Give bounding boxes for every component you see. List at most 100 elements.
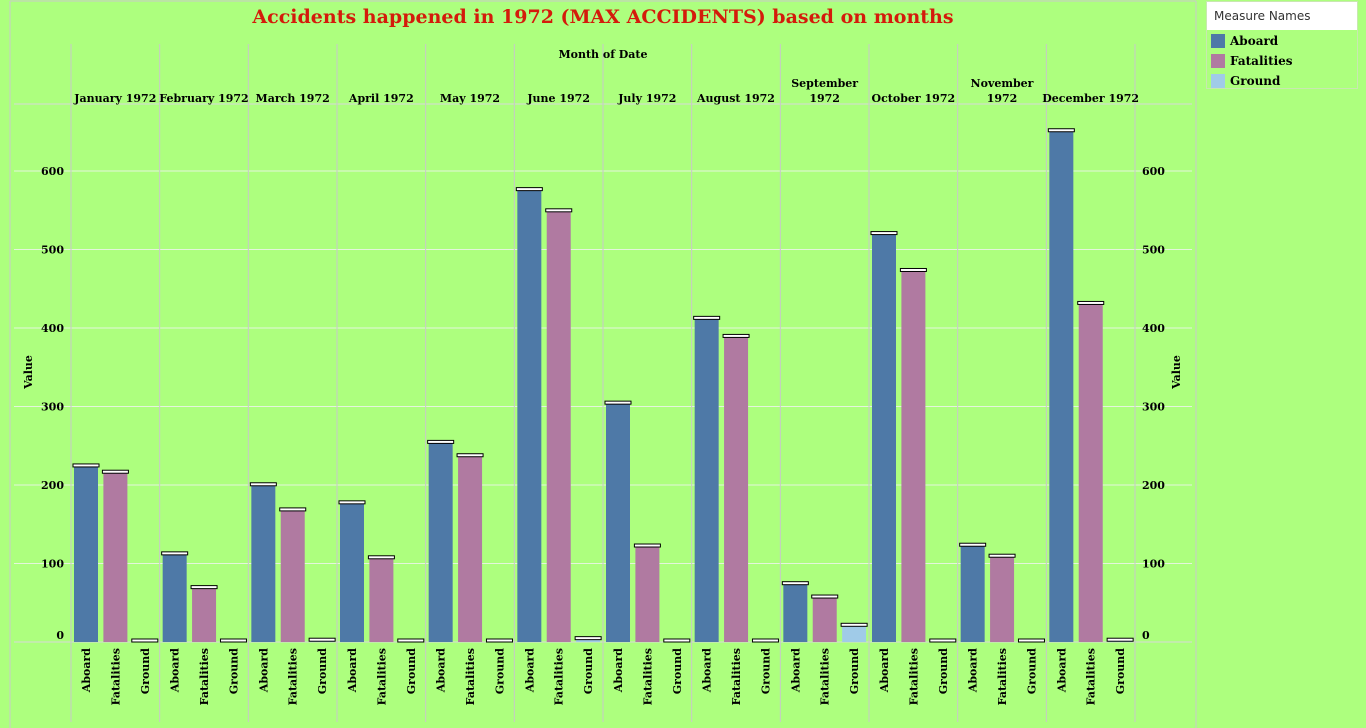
bar-fatalities bbox=[1078, 304, 1103, 642]
y-tick-label-left: 0 bbox=[56, 629, 64, 642]
measure-label: Aboard bbox=[967, 648, 980, 693]
measure-label: Ground bbox=[759, 648, 772, 695]
bar-cap-aboard bbox=[427, 439, 455, 444]
measure-label: Fatalities bbox=[819, 648, 832, 705]
bar-fatalities bbox=[280, 510, 305, 642]
measure-label: Fatalities bbox=[198, 648, 211, 705]
column-header: Month of Date bbox=[558, 48, 647, 61]
measure-label: Fatalities bbox=[641, 648, 654, 705]
month-label: April 1972 bbox=[348, 92, 414, 105]
bar-aboard bbox=[428, 443, 453, 642]
bar-cap-aboard bbox=[693, 315, 721, 320]
bar-cap-aboard bbox=[338, 500, 366, 505]
measure-label: Aboard bbox=[701, 648, 714, 693]
bar-fatalities bbox=[369, 558, 394, 642]
bar-cap-ground bbox=[131, 638, 159, 643]
y-tick-label-right: 100 bbox=[1142, 558, 1165, 571]
chart-title: Accidents happened in 1972 (MAX ACCIDENT… bbox=[252, 6, 954, 28]
bar-aboard bbox=[74, 466, 98, 642]
bar-cap-ground bbox=[574, 636, 602, 641]
month-label: October 1972 bbox=[872, 92, 956, 105]
measure-label: Ground bbox=[227, 648, 240, 695]
measure-label: Fatalities bbox=[464, 648, 477, 705]
bar-aboard bbox=[606, 404, 630, 642]
bar-cap-aboard bbox=[781, 581, 809, 586]
bar-cap-aboard bbox=[604, 400, 632, 405]
measure-label: Fatalities bbox=[287, 648, 300, 705]
y-tick-label-right: 400 bbox=[1142, 322, 1165, 335]
bar-cap-fatalities bbox=[101, 469, 129, 474]
y-tick-label-right: 500 bbox=[1142, 244, 1165, 257]
bar-fatalities bbox=[458, 456, 483, 642]
month-label: January 1972 bbox=[73, 92, 156, 105]
bar-cap-aboard bbox=[959, 542, 987, 547]
bar-cap-aboard bbox=[870, 231, 898, 236]
measure-label: Aboard bbox=[346, 648, 359, 693]
measure-label: Ground bbox=[139, 648, 152, 695]
measure-label: Aboard bbox=[789, 648, 802, 693]
measure-label: Ground bbox=[582, 648, 595, 695]
measure-label: Aboard bbox=[523, 648, 536, 693]
bar-cap-ground bbox=[751, 638, 779, 643]
legend-swatch bbox=[1211, 54, 1225, 68]
bar-cap-fatalities bbox=[545, 208, 573, 213]
bar-fatalities bbox=[192, 588, 217, 642]
y-tick-label-right: 200 bbox=[1142, 479, 1165, 492]
bar-cap-fatalities bbox=[899, 267, 927, 272]
measure-label: Fatalities bbox=[1085, 648, 1098, 705]
legend-item-ground[interactable]: Ground bbox=[1211, 74, 1280, 92]
legend: Measure Names Aboard Fatalities Ground bbox=[1206, 1, 1358, 89]
y-tick-label-right: 600 bbox=[1142, 165, 1165, 178]
bar-cap-fatalities bbox=[279, 507, 307, 512]
month-label: March 1972 bbox=[256, 92, 330, 105]
y-tick-label-right: 0 bbox=[1142, 629, 1150, 642]
month-label: 1972 bbox=[809, 92, 840, 105]
bar-cap-fatalities bbox=[456, 453, 484, 458]
legend-item-fatalities[interactable]: Fatalities bbox=[1211, 54, 1293, 72]
bar-cap-aboard bbox=[72, 463, 100, 468]
y-axis-title-right: Value bbox=[1170, 355, 1183, 390]
legend-item-aboard[interactable]: Aboard bbox=[1211, 34, 1278, 52]
bar-cap-ground bbox=[663, 638, 691, 643]
bar-fatalities bbox=[103, 473, 128, 642]
bar-aboard bbox=[251, 485, 276, 642]
measure-label: Aboard bbox=[1055, 648, 1068, 693]
bar-cap-ground bbox=[929, 638, 957, 643]
bar-ground bbox=[576, 639, 601, 642]
measure-label: Ground bbox=[848, 648, 861, 695]
measure-label: Aboard bbox=[435, 648, 448, 693]
measure-label: Ground bbox=[671, 648, 684, 695]
bar-aboard bbox=[517, 190, 542, 642]
bar-cap-ground bbox=[840, 622, 868, 627]
measure-label: Ground bbox=[1114, 648, 1127, 695]
month-label: December 1972 bbox=[1042, 92, 1139, 105]
legend-title: Measure Names bbox=[1207, 2, 1357, 30]
measure-label: Aboard bbox=[878, 648, 891, 693]
y-tick-label-left: 200 bbox=[41, 479, 64, 492]
month-label: November bbox=[971, 77, 1034, 90]
bar-cap-aboard bbox=[515, 187, 543, 192]
bar-fatalities bbox=[901, 271, 926, 642]
legend-label: Fatalities bbox=[1230, 54, 1293, 68]
measure-label: Ground bbox=[316, 648, 329, 695]
legend-label: Aboard bbox=[1230, 34, 1279, 48]
legend-swatch bbox=[1211, 34, 1225, 48]
measure-label: Fatalities bbox=[109, 648, 122, 705]
y-tick-label-left: 400 bbox=[41, 322, 64, 335]
bar-cap-fatalities bbox=[190, 585, 218, 590]
bar-cap-fatalities bbox=[988, 553, 1016, 558]
measure-label: Ground bbox=[493, 648, 506, 695]
y-tick-label-left: 300 bbox=[41, 401, 64, 414]
bar-fatalities bbox=[990, 557, 1015, 642]
bar-aboard bbox=[340, 503, 364, 642]
bar-cap-aboard bbox=[161, 551, 189, 556]
bar-cap-ground bbox=[1106, 637, 1134, 642]
bar-fatalities bbox=[812, 598, 837, 642]
month-label: September bbox=[791, 77, 858, 90]
month-label: 1972 bbox=[987, 92, 1018, 105]
y-tick-label-left: 600 bbox=[41, 165, 64, 178]
month-label: February 1972 bbox=[159, 92, 248, 105]
measure-label: Fatalities bbox=[375, 648, 388, 705]
month-label: August 1972 bbox=[696, 92, 775, 105]
